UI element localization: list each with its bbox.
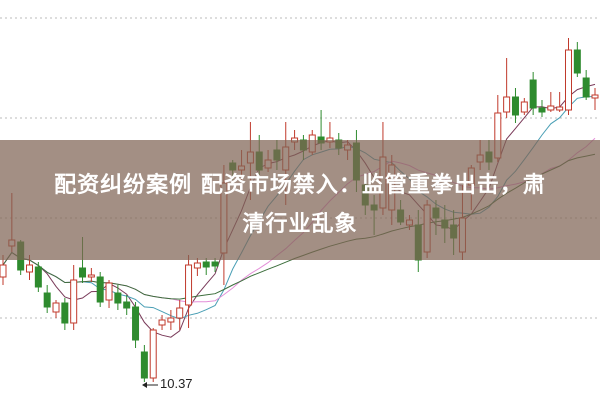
headline-line-2: 清行业乱象 bbox=[242, 212, 358, 237]
candle-body bbox=[211, 261, 219, 267]
candle-body bbox=[114, 292, 122, 304]
candle-body bbox=[529, 79, 537, 109]
candle-body bbox=[193, 262, 201, 269]
candle-body bbox=[0, 264, 7, 278]
headline-overlay bbox=[0, 140, 600, 260]
candle-body bbox=[26, 264, 34, 273]
candle-body bbox=[556, 106, 564, 111]
candle-body bbox=[43, 292, 51, 308]
candle-body bbox=[167, 317, 175, 323]
candle-body bbox=[96, 276, 104, 303]
candle-body bbox=[34, 266, 42, 288]
candle-body bbox=[52, 302, 60, 313]
candle-body bbox=[185, 264, 193, 306]
candle-body bbox=[132, 306, 140, 341]
headline-line-1: 配资纠纷案例 配资市场禁入：监管重拳出击，肃 bbox=[54, 173, 546, 198]
low-price-label: 10.37 bbox=[160, 376, 193, 391]
candle-body bbox=[573, 49, 581, 74]
candle-body bbox=[564, 49, 572, 111]
candle-body bbox=[87, 274, 95, 278]
candle-body bbox=[582, 77, 590, 98]
candle-body bbox=[547, 105, 555, 111]
candle-body bbox=[79, 267, 87, 278]
candle-body bbox=[511, 96, 519, 116]
candle-body bbox=[123, 301, 131, 309]
candle-body bbox=[149, 329, 157, 379]
candle-body bbox=[503, 96, 511, 113]
candle-body bbox=[61, 302, 69, 324]
candle-body bbox=[591, 94, 599, 99]
candle-body bbox=[158, 319, 166, 326]
candle-body bbox=[140, 351, 148, 379]
candle-body bbox=[520, 101, 528, 113]
candle-body bbox=[538, 107, 546, 113]
candle-body bbox=[202, 261, 210, 268]
low-arrow-head-icon bbox=[142, 382, 147, 388]
candle-body bbox=[176, 307, 184, 319]
candle-body bbox=[70, 279, 78, 324]
candle-body bbox=[105, 282, 113, 301]
